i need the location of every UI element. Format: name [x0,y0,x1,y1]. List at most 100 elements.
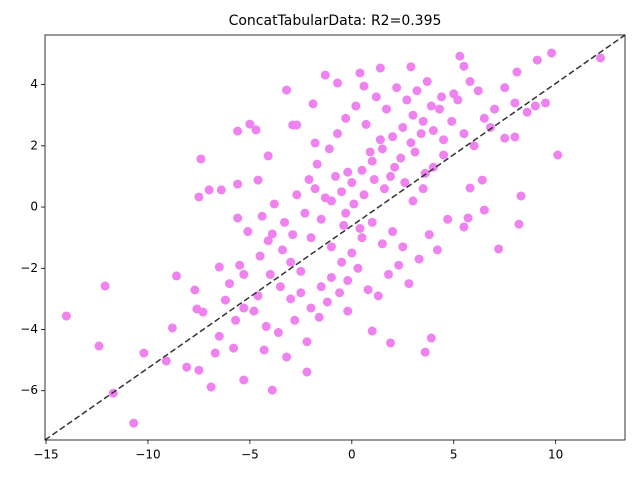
point [459,129,469,139]
point [367,156,377,166]
point [139,348,149,358]
point [278,245,288,255]
point [302,337,312,347]
point [337,187,347,197]
point [410,147,420,157]
point [308,99,318,109]
point [422,77,432,87]
point [343,306,353,316]
point [224,279,234,289]
point [343,276,353,286]
point [233,179,243,189]
point [479,113,489,123]
point [473,86,483,96]
point [326,242,336,252]
point [547,48,557,58]
point [333,78,343,88]
point [494,244,504,254]
point [239,375,249,385]
point [369,174,379,184]
point [312,159,322,169]
point [243,227,253,237]
point [424,230,434,240]
point [286,257,296,267]
point [347,178,357,188]
point [522,107,532,117]
point [322,297,332,307]
point [253,175,263,185]
point [320,193,330,203]
point [377,239,387,249]
point [275,282,285,292]
point [261,321,271,331]
plot-frame [44,34,626,441]
point [304,174,314,184]
point [392,83,402,93]
point [302,367,312,377]
point [251,125,261,135]
point [437,92,447,102]
point [432,245,442,255]
point [314,312,324,322]
point [255,251,265,261]
y-tick-label: −6 [20,383,38,397]
point [379,184,389,194]
point [406,62,416,72]
point [363,285,373,295]
point [194,365,204,375]
point [477,175,487,185]
point [194,192,204,202]
point [365,147,375,157]
point [465,77,475,87]
point [353,263,363,273]
point [310,184,320,194]
point [306,233,316,243]
point [190,285,200,295]
point [292,190,302,200]
point [357,165,367,175]
point [459,61,469,71]
point [337,257,347,267]
point [320,70,330,80]
x-tick-label: −10 [135,448,160,462]
point [282,85,292,95]
point [428,126,438,136]
point [235,260,245,270]
point [233,126,243,136]
point [347,248,357,258]
point [61,311,71,321]
point [510,98,520,108]
point [196,154,206,164]
point [384,269,394,279]
point [465,183,475,193]
point [426,101,436,111]
point [367,217,377,227]
point [540,98,550,108]
point [396,153,406,163]
y-tick-label: 4 [30,77,38,91]
point [500,133,510,143]
point [447,116,457,126]
point [406,138,416,148]
point [412,86,422,96]
point [351,101,361,111]
point [167,323,177,333]
y-tick-label: 0 [30,200,38,214]
point [485,122,495,132]
point [206,382,216,392]
x-tick-label: 5 [450,448,458,462]
point [375,135,385,145]
point [210,348,220,358]
point [343,167,353,177]
y-tick-label: −2 [20,261,38,275]
point [418,116,428,126]
point [335,288,345,298]
point [257,211,267,221]
point [469,141,479,151]
point [375,63,385,73]
point [290,315,300,325]
point [355,223,365,233]
point [280,217,290,227]
x-tick-label: 10 [548,448,563,462]
